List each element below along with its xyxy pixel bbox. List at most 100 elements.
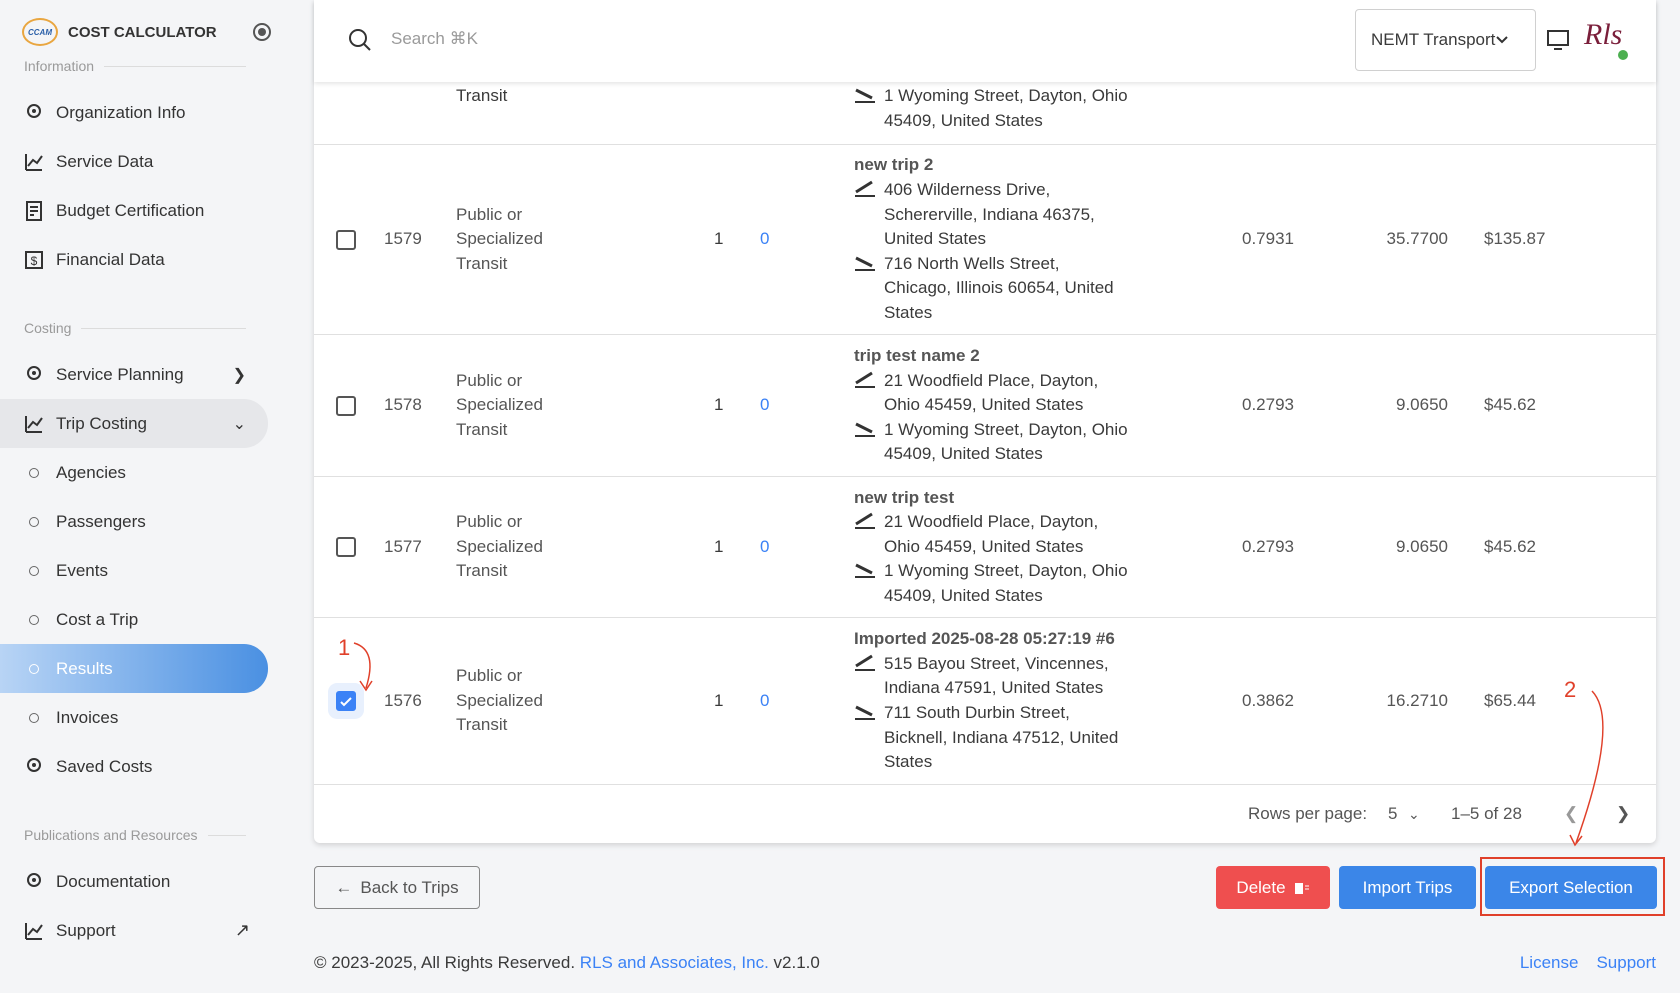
- address-text: 711 South Durbin Street, Bicknell, India…: [884, 703, 1119, 772]
- nav-label: Agencies: [56, 462, 126, 482]
- nav-item[interactable]: Organization Info: [0, 88, 268, 137]
- trip-name: Imported 2025-08-28 05:27:19 #6: [854, 629, 1115, 649]
- checkbox[interactable]: [336, 691, 356, 711]
- search-icon: [349, 29, 371, 51]
- bullet: [29, 565, 39, 576]
- nav-item[interactable]: Service Planning ❯: [0, 350, 268, 399]
- delete-label: Delete: [1236, 877, 1286, 897]
- plane-icon: [854, 652, 876, 701]
- search-input[interactable]: Search ⌘K: [391, 29, 478, 48]
- version: v2.1.0: [773, 953, 820, 972]
- link-cell: 0: [760, 618, 769, 784]
- header: Search ⌘K NEMT Transport Rls: [314, 0, 1656, 82]
- support-link[interactable]: Support: [1596, 953, 1656, 972]
- address: 716 North Wells Street, Chicago, Illinoi…: [854, 252, 1129, 326]
- address-text: 1 Wyoming Street, Dayton, Ohio 45409, Un…: [884, 419, 1128, 464]
- nav-label: Cost a Trip: [56, 609, 139, 629]
- nav-item[interactable]: $ Financial Data: [0, 235, 268, 284]
- delete-icon: [1294, 882, 1309, 894]
- plane-icon: [854, 418, 876, 467]
- address: 515 Bayou Street, Vincennes, Indiana 475…: [854, 652, 1129, 701]
- trip-id: 1577: [384, 536, 422, 556]
- back-label: Back to Trips: [360, 877, 459, 897]
- nav-item[interactable]: Saved Costs: [0, 742, 268, 791]
- status-dot: [1618, 50, 1628, 60]
- svg-text:$: $: [31, 254, 38, 268]
- link[interactable]: 0: [760, 536, 770, 556]
- link[interactable]: 0: [760, 395, 770, 415]
- miles: 9.0650: [1396, 395, 1448, 415]
- nav-item[interactable]: Trip Costing ⌄: [0, 399, 268, 448]
- transport-select[interactable]: NEMT Transport: [1355, 9, 1536, 71]
- logo: CCAM: [22, 18, 58, 46]
- pin-toggle[interactable]: [252, 22, 272, 42]
- nav-item[interactable]: Support ↗: [0, 906, 268, 955]
- back-button[interactable]: ← Back to Trips: [314, 866, 480, 909]
- plane-icon: [854, 84, 876, 133]
- nav-item[interactable]: Service Data: [0, 137, 268, 186]
- nav-icon: [24, 414, 44, 434]
- brand: CCAM COST CALCULATOR: [22, 18, 272, 46]
- trip: new trip 2 406 Wilderness Drive, Schererv…: [854, 145, 1129, 334]
- plane-icon: [854, 559, 876, 608]
- nav-item[interactable]: Budget Certification: [0, 186, 268, 235]
- export-button[interactable]: Export Selection: [1485, 866, 1657, 909]
- bullet: [29, 663, 39, 674]
- link-cell: 0: [760, 477, 769, 617]
- rows-select[interactable]: 5: [1388, 804, 1398, 823]
- nav-item[interactable]: Cost a Trip: [0, 595, 268, 644]
- passengers: 1: [714, 536, 724, 556]
- factor: 0.2793: [1242, 536, 1294, 556]
- trip-name: new trip 2: [854, 155, 934, 175]
- plane-icon: [854, 369, 876, 418]
- trip-id: 1579: [384, 229, 422, 249]
- table-row: Transit 1 Wyoming Street, Dayton, Ohio 45…: [314, 0, 1656, 145]
- trip-id: 1576: [384, 690, 422, 710]
- nav-label: Events: [56, 560, 108, 580]
- factor: 0.2793: [1242, 395, 1294, 415]
- checkbox[interactable]: [336, 229, 356, 250]
- prev-page[interactable]: ❮: [1564, 804, 1579, 823]
- nav-icon: [24, 757, 44, 777]
- nav: Information Organization Info Service Data…: [0, 44, 268, 955]
- display-icon[interactable]: [1546, 28, 1570, 52]
- passengers: 1: [714, 690, 724, 710]
- nav-icon: [24, 200, 44, 221]
- license-link[interactable]: License: [1519, 953, 1579, 972]
- link-cell: 0: [760, 145, 769, 334]
- address: 21 Woodfield Place, Dayton, Ohio 45459, …: [854, 510, 1129, 559]
- nav-item[interactable]: Documentation: [0, 857, 268, 906]
- checkbox[interactable]: [336, 395, 356, 416]
- nav-item[interactable]: Passengers: [0, 497, 268, 546]
- next-page[interactable]: ❯: [1616, 804, 1631, 823]
- trip-name: trip test name 2: [854, 346, 980, 366]
- trip: trip test name 2 21 Woodfield Place, Dayt…: [854, 335, 1129, 476]
- sidebar: CCAM COST CALCULATOR Information Organizat…: [0, 0, 290, 993]
- link[interactable]: 0: [760, 690, 770, 710]
- factor: 0.7931: [1242, 229, 1294, 249]
- chevron: [1496, 36, 1509, 44]
- nav-label: Service Planning: [56, 364, 184, 384]
- miles: 16.2710: [1386, 690, 1448, 710]
- nav-label: Service Data: [56, 151, 154, 171]
- nav-item[interactable]: Results: [0, 644, 268, 693]
- checkbox[interactable]: [336, 537, 356, 557]
- import-button[interactable]: Import Trips: [1339, 866, 1476, 909]
- address: 711 South Durbin Street, Bicknell, India…: [854, 701, 1129, 775]
- avatar[interactable]: Rls: [1584, 18, 1623, 51]
- nav-item[interactable]: Events: [0, 546, 268, 595]
- link[interactable]: 0: [760, 229, 770, 249]
- trip: 1 Wyoming Street, Dayton, Ohio 45409, Un…: [854, 84, 1129, 133]
- pagination: Rows per page: 5 ⌄ 1–5 of 28 ❮ ❯: [314, 785, 1656, 843]
- nav-item[interactable]: Agencies: [0, 448, 268, 497]
- nav-item[interactable]: Invoices: [0, 693, 268, 742]
- plane-icon: [854, 510, 876, 559]
- company-link[interactable]: RLS and Associates, Inc.: [579, 953, 769, 972]
- nav-icon: $: [24, 250, 44, 270]
- trip-name: new trip test: [854, 487, 955, 507]
- nav-label: Financial Data: [56, 249, 165, 269]
- delete-button[interactable]: Delete: [1216, 866, 1330, 909]
- footer: © 2023-2025, All Rights Reserved. RLS an…: [314, 953, 820, 973]
- miles: 9.0650: [1396, 536, 1448, 556]
